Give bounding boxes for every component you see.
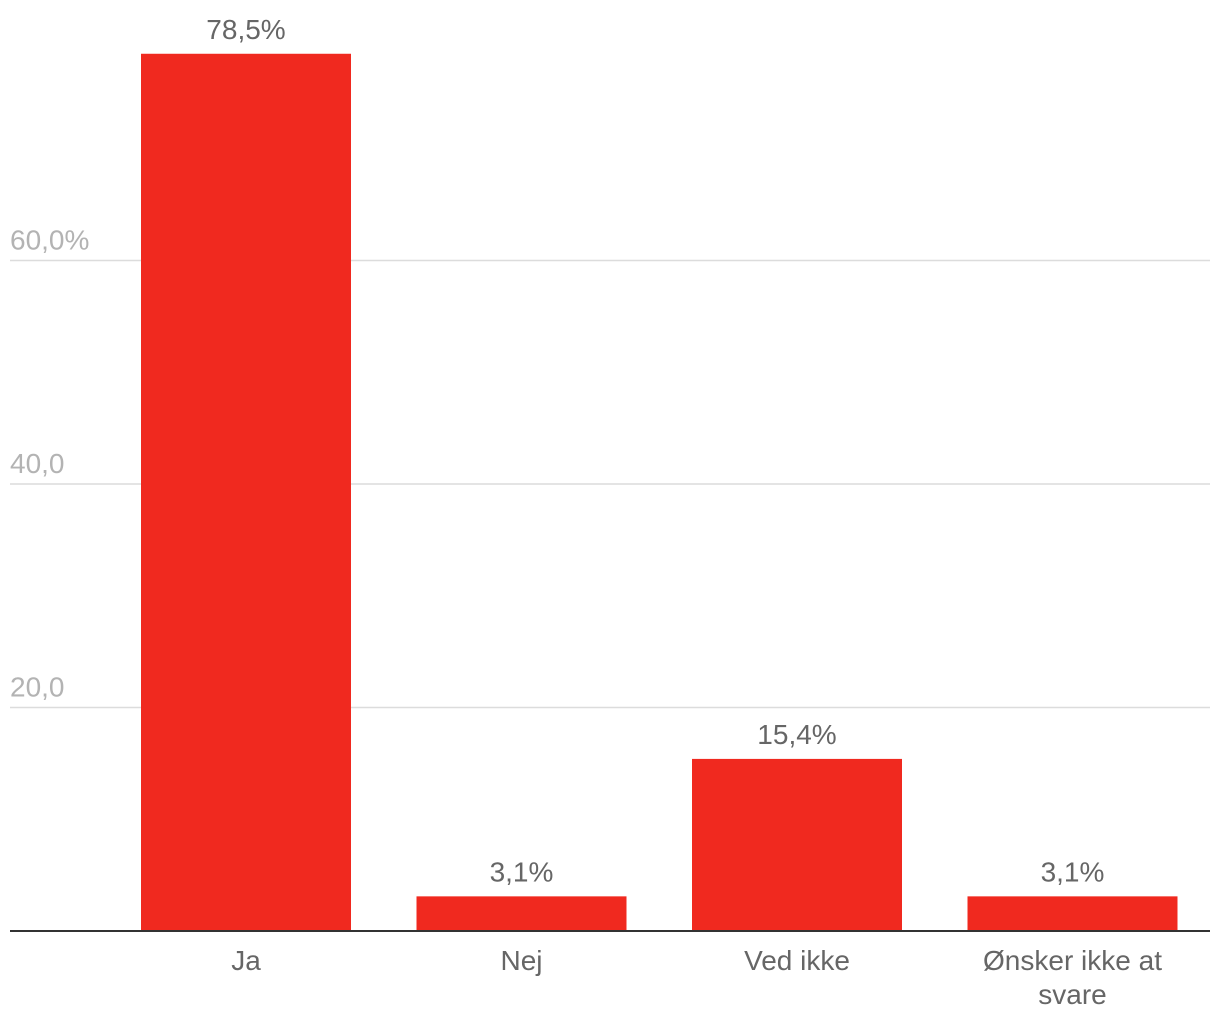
bar-2	[416, 896, 627, 931]
y-axis-tick-labels: 20,0 40,0 60,0%	[10, 225, 89, 703]
category-label: Ja	[231, 945, 261, 976]
data-label: 3,1%	[490, 856, 554, 887]
bars	[141, 53, 1178, 931]
category-label: Nej	[500, 945, 542, 976]
bar-3	[692, 758, 902, 931]
category-label: Ønsker ikke at	[983, 945, 1162, 976]
data-labels: 78,5% 3,1% 15,4% 3,1%	[206, 14, 1104, 888]
y-tick-label: 60,0%	[10, 225, 89, 256]
data-label: 78,5%	[206, 14, 285, 45]
bar-4	[967, 896, 1178, 931]
y-tick-label: 40,0	[10, 448, 65, 479]
y-tick-label: 20,0	[10, 672, 65, 703]
bar-1	[141, 53, 351, 931]
category-label: svare	[1038, 979, 1106, 1010]
data-label: 15,4%	[757, 719, 836, 750]
category-label: Ved ikke	[744, 945, 850, 976]
data-label: 3,1%	[1041, 856, 1105, 887]
